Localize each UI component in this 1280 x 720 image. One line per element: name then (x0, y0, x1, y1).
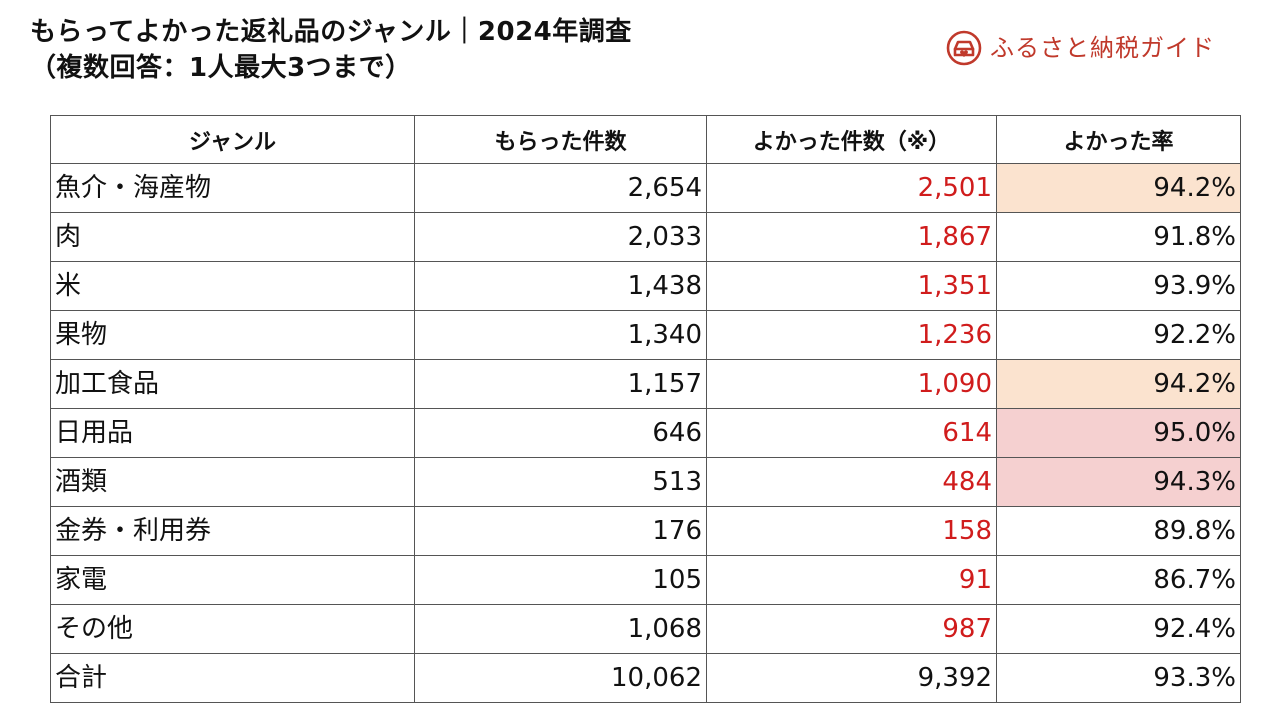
genre-cell: 加工食品 (50, 359, 415, 409)
genre-cell: 日用品 (50, 408, 415, 458)
genre-cell: その他 (50, 604, 415, 654)
brand-logo: ふるさと納税ガイド (946, 28, 1215, 68)
chart-title-line1: もらってよかった返礼品のジャンル｜2024年調査 (30, 17, 632, 47)
table-body: 魚介・海産物 2,654 2,501 94.2% 肉 2,033 1,867 91.8% 米 1,… (50, 163, 1241, 703)
received-cell: 1,438 (414, 261, 707, 311)
received-cell: 646 (414, 408, 707, 458)
header-row: ジャンル もらった件数 よかった件数（※） よかった率 (50, 115, 1241, 164)
total-received-cell: 10,062 (414, 653, 707, 703)
table-row: 金券・利用券 176 158 89.8% (50, 506, 1241, 556)
rate-cell: 89.8% (996, 506, 1241, 556)
good-cell: 1,351 (706, 261, 997, 311)
good-cell: 158 (706, 506, 997, 556)
col-header-received: もらった件数 (414, 115, 707, 164)
rate-cell: 92.2% (996, 310, 1241, 360)
good-cell: 1,090 (706, 359, 997, 409)
total-rate-cell: 93.3% (996, 653, 1241, 703)
received-cell: 2,033 (414, 212, 707, 262)
rate-cell: 91.8% (996, 212, 1241, 262)
table-row: 日用品 646 614 95.0% (50, 408, 1241, 458)
col-header-genre: ジャンル (50, 115, 415, 164)
table-row: 肉 2,033 1,867 91.8% (50, 212, 1241, 262)
good-cell: 1,236 (706, 310, 997, 360)
good-cell: 91 (706, 555, 997, 605)
received-cell: 1,340 (414, 310, 707, 360)
col-header-rate: よかった率 (996, 115, 1241, 164)
table-row: 家電 105 91 86.7% (50, 555, 1241, 605)
received-cell: 513 (414, 457, 707, 507)
total-genre-cell: 合計 (50, 653, 415, 703)
col-header-good: よかった件数（※） (706, 115, 997, 164)
rate-cell: 94.2% (996, 163, 1241, 213)
table-row: 果物 1,340 1,236 92.2% (50, 310, 1241, 360)
total-row: 合計 10,062 9,392 93.3% (50, 653, 1241, 703)
genre-cell: 魚介・海産物 (50, 163, 415, 213)
good-cell: 2,501 (706, 163, 997, 213)
genre-cell: 米 (50, 261, 415, 311)
received-cell: 1,068 (414, 604, 707, 654)
table-row: 米 1,438 1,351 93.9% (50, 261, 1241, 311)
genre-cell: 酒類 (50, 457, 415, 507)
genre-cell: 家電 (50, 555, 415, 605)
chart-title: もらってよかった返礼品のジャンル｜2024年調査 （複数回答：1人最大3つまで） (30, 14, 632, 86)
good-cell: 614 (706, 408, 997, 458)
table-row: 加工食品 1,157 1,090 94.2% (50, 359, 1241, 409)
received-cell: 1,157 (414, 359, 707, 409)
good-cell: 987 (706, 604, 997, 654)
chart-title-line2: （複数回答：1人最大3つまで） (30, 53, 412, 83)
good-cell: 1,867 (706, 212, 997, 262)
table-row: 魚介・海産物 2,654 2,501 94.2% (50, 163, 1241, 213)
car-heart-logo-icon (946, 30, 982, 66)
table-row: その他 1,068 987 92.4% (50, 604, 1241, 654)
rate-cell: 95.0% (996, 408, 1241, 458)
rate-cell: 94.3% (996, 457, 1241, 507)
rate-cell: 93.9% (996, 261, 1241, 311)
rate-cell: 94.2% (996, 359, 1241, 409)
received-cell: 176 (414, 506, 707, 556)
received-cell: 105 (414, 555, 707, 605)
rate-cell: 92.4% (996, 604, 1241, 654)
brand-name: ふるさと納税ガイド (990, 34, 1215, 62)
received-cell: 2,654 (414, 163, 707, 213)
genre-cell: 金券・利用券 (50, 506, 415, 556)
genre-cell: 肉 (50, 212, 415, 262)
table-row: 酒類 513 484 94.3% (50, 457, 1241, 507)
good-cell: 484 (706, 457, 997, 507)
results-table: ジャンル もらった件数 よかった件数（※） よかった率 魚介・海産物 2,654 2… (50, 115, 1241, 703)
rate-cell: 86.7% (996, 555, 1241, 605)
total-good-cell: 9,392 (706, 653, 997, 703)
genre-cell: 果物 (50, 310, 415, 360)
